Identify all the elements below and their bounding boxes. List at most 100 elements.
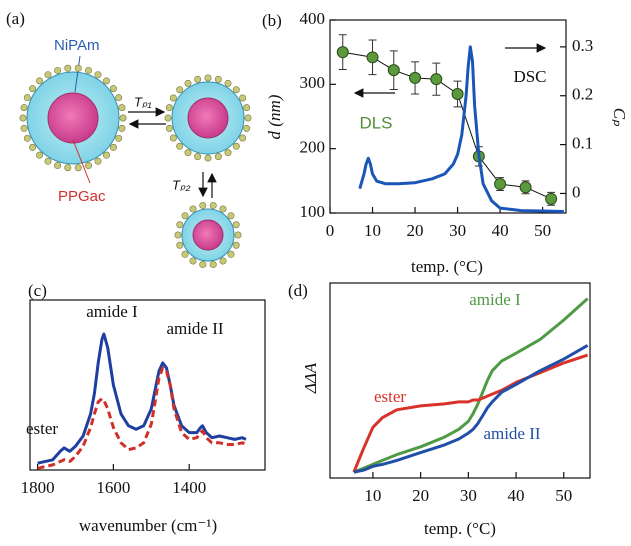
x-tick-label: 40	[508, 486, 525, 505]
series-line	[37, 332, 247, 465]
bead	[232, 221, 240, 229]
bead	[199, 201, 207, 209]
series-line	[342, 51, 552, 200]
bead	[64, 164, 72, 172]
series-label: DSC	[513, 67, 546, 86]
bead	[209, 261, 217, 269]
pointer	[74, 55, 81, 93]
bead	[169, 94, 177, 102]
x-tick-label: 10	[364, 486, 381, 505]
series-line	[358, 45, 564, 213]
bead	[239, 134, 247, 142]
bead	[232, 86, 240, 94]
bead	[243, 104, 251, 112]
bead	[94, 71, 102, 79]
bead	[174, 231, 182, 239]
diagram: (a) NiPAm PPGac Tₚ₁ Tₚ₂	[6, 9, 245, 262]
x-tick-label: 20	[412, 486, 429, 505]
label-tp1: Tₚ₁	[134, 94, 152, 109]
series-line	[352, 353, 589, 473]
bead	[227, 250, 235, 258]
core-small	[192, 219, 224, 251]
core-large	[47, 92, 99, 144]
y2-tick-label: 0.1	[572, 134, 593, 153]
series-line	[37, 366, 247, 470]
bead	[204, 74, 212, 82]
data-point	[336, 46, 349, 59]
y2-tick-label: 0.2	[572, 85, 593, 104]
bead	[102, 151, 110, 159]
data-point	[494, 178, 507, 191]
bead	[119, 114, 127, 122]
x-tick-label: 30	[449, 221, 466, 240]
pointer	[72, 139, 91, 184]
bead	[74, 164, 82, 172]
bead	[189, 257, 197, 265]
x-tick-label: 20	[407, 221, 424, 240]
y-tick-label: 100	[300, 202, 326, 221]
panel-label: (c)	[28, 281, 47, 300]
bead	[181, 250, 189, 258]
bead	[227, 212, 235, 220]
bead	[169, 134, 177, 142]
y2-axis-label: Cₚ	[610, 108, 629, 127]
bead	[176, 241, 184, 249]
y-axis-label: d (nm)	[265, 94, 284, 139]
bead	[29, 85, 37, 93]
bead	[176, 142, 184, 150]
annotation: amide I	[86, 302, 138, 321]
bead	[181, 212, 189, 220]
bead	[36, 77, 44, 85]
bead	[115, 94, 123, 102]
y2-tick-label: 0.3	[572, 36, 593, 55]
x-tick-label: 30	[460, 486, 477, 505]
bead	[54, 162, 62, 170]
bead	[224, 149, 232, 157]
panel-label: (a)	[6, 9, 25, 28]
plot-frame	[29, 299, 266, 471]
bead	[118, 124, 126, 132]
data-point	[451, 87, 464, 100]
label-ppgac: PPGac	[58, 188, 106, 205]
y-tick-label: 400	[300, 9, 326, 28]
bead	[84, 66, 92, 74]
data-point	[430, 73, 443, 86]
bead	[189, 205, 197, 213]
bead	[19, 114, 27, 122]
bead	[232, 142, 240, 150]
data-point	[409, 71, 422, 84]
bead	[74, 64, 82, 72]
bead	[44, 157, 52, 165]
bead	[29, 143, 37, 151]
bead	[243, 124, 251, 132]
bead	[23, 134, 31, 142]
x-axis-label: wavenumber (cm⁻¹)	[79, 516, 217, 535]
bead	[44, 71, 52, 79]
label-nipam: NiPAm	[54, 37, 100, 54]
bead	[54, 66, 62, 74]
bead	[176, 86, 184, 94]
bead	[176, 221, 184, 229]
plot-frame	[329, 19, 567, 214]
bead	[244, 114, 252, 122]
y2-tick-label: 0	[572, 182, 581, 201]
bead	[184, 149, 192, 157]
data-point	[519, 181, 532, 194]
x-tick-label: 40	[492, 221, 509, 240]
bead	[23, 94, 31, 102]
bead	[115, 134, 123, 142]
bead	[184, 79, 192, 87]
panel-label: (d)	[288, 281, 308, 300]
bead	[165, 104, 173, 112]
bead	[118, 104, 126, 112]
bead	[194, 153, 202, 161]
bead	[94, 157, 102, 165]
y-tick-label: 300	[300, 73, 326, 92]
data-point	[387, 64, 400, 77]
data-point	[545, 192, 558, 205]
y-axis-label: ΔΔA	[301, 362, 320, 394]
bead	[214, 153, 222, 161]
core-medium	[187, 97, 229, 139]
bead	[165, 124, 173, 132]
x-tick-label: 50	[534, 221, 551, 240]
